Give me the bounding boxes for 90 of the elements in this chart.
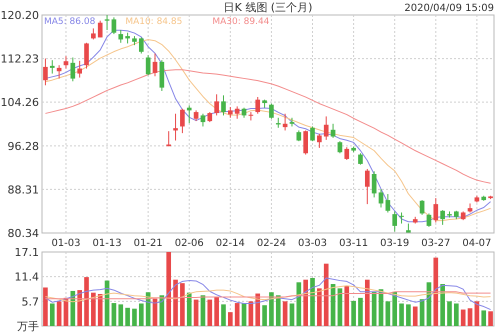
bar <box>112 303 116 326</box>
series-label: MA5: 86.08 <box>44 17 96 27</box>
candlestick <box>248 112 254 120</box>
bar <box>228 312 233 326</box>
bar <box>310 278 315 326</box>
bar <box>406 304 411 326</box>
x-tick-label: 04-07 <box>462 238 492 249</box>
bar <box>317 288 322 326</box>
x-tick-label: 03-19 <box>380 238 410 249</box>
y-tick-label: 80.34 <box>8 227 39 240</box>
bar <box>56 301 62 326</box>
bar <box>344 286 350 326</box>
bar <box>468 308 472 326</box>
bar <box>372 292 376 326</box>
x-tick-label: 01-21 <box>134 238 163 249</box>
y-tick-label: 120.20 <box>0 9 39 22</box>
bar <box>386 301 390 326</box>
bar <box>214 297 219 326</box>
bar <box>440 284 445 326</box>
x-tick-label: 03-27 <box>421 238 450 249</box>
bar <box>125 308 130 326</box>
line-series <box>44 285 492 302</box>
text: MA30: 89.44 <box>212 17 270 27</box>
bar <box>91 292 96 326</box>
bar <box>378 289 384 326</box>
bar <box>460 310 466 326</box>
bar <box>364 280 370 326</box>
bar <box>426 282 432 326</box>
y-tick-label: 万手 <box>17 320 39 333</box>
bar <box>64 298 68 326</box>
bar <box>351 300 356 326</box>
line-series <box>44 291 492 300</box>
y-tick-label: 88.31 <box>8 183 39 196</box>
y-tick-label: 11.4 <box>14 270 39 284</box>
x-tick-label: 03-11 <box>339 238 368 249</box>
bar <box>262 305 267 326</box>
bar <box>118 304 124 326</box>
x-tick-label: 02-14 <box>216 238 245 249</box>
x-tick-label: 03-03 <box>298 238 328 249</box>
y-tick-label: 5.7 <box>22 295 39 308</box>
bar <box>488 311 493 326</box>
bar <box>324 264 329 326</box>
chart-subtitle: 2020/04/09 15:09 <box>404 3 494 14</box>
bar <box>221 304 226 326</box>
bar <box>152 298 158 326</box>
bar <box>338 288 342 326</box>
x-tick-label: 02-06 <box>174 238 204 249</box>
x-tick-label: 01-03 <box>51 238 80 249</box>
y-tick-label: 96.28 <box>8 140 39 153</box>
bar <box>447 301 452 326</box>
bar <box>399 303 404 326</box>
bar <box>132 308 137 326</box>
bar <box>104 280 110 326</box>
bar <box>248 301 254 326</box>
bar <box>242 303 246 326</box>
bar <box>194 300 198 326</box>
bar <box>290 303 294 326</box>
bar <box>433 258 438 326</box>
bar <box>180 283 185 326</box>
bar <box>420 299 424 326</box>
y-tick-label: 17.1 <box>14 246 39 259</box>
bar <box>98 294 103 326</box>
bar <box>138 303 144 326</box>
bar <box>200 295 206 326</box>
y-tick-label: 104.26 <box>0 96 39 110</box>
bar <box>303 280 308 326</box>
x-tick-label: 01-13 <box>92 238 122 249</box>
x-tick-label: 02-24 <box>256 238 286 249</box>
bar <box>43 287 48 326</box>
bar <box>186 292 192 326</box>
bar <box>454 303 459 326</box>
line-series <box>44 277 492 310</box>
y-tick-label: 112.23 <box>0 52 39 66</box>
bar <box>481 310 486 326</box>
bar <box>330 284 336 326</box>
text: MA10: 84.85 <box>125 17 182 27</box>
bar <box>276 295 281 326</box>
chart-title: 日K 线图 (三个月) <box>224 1 312 14</box>
bar <box>296 282 302 326</box>
bar <box>412 306 418 326</box>
bar <box>173 280 178 326</box>
bar <box>207 300 212 326</box>
bar <box>234 303 240 326</box>
bar <box>166 252 172 326</box>
bar <box>269 292 274 326</box>
bar <box>282 301 288 326</box>
bar <box>358 298 363 326</box>
bar <box>84 277 89 326</box>
bar <box>474 301 480 326</box>
bar <box>50 303 55 326</box>
